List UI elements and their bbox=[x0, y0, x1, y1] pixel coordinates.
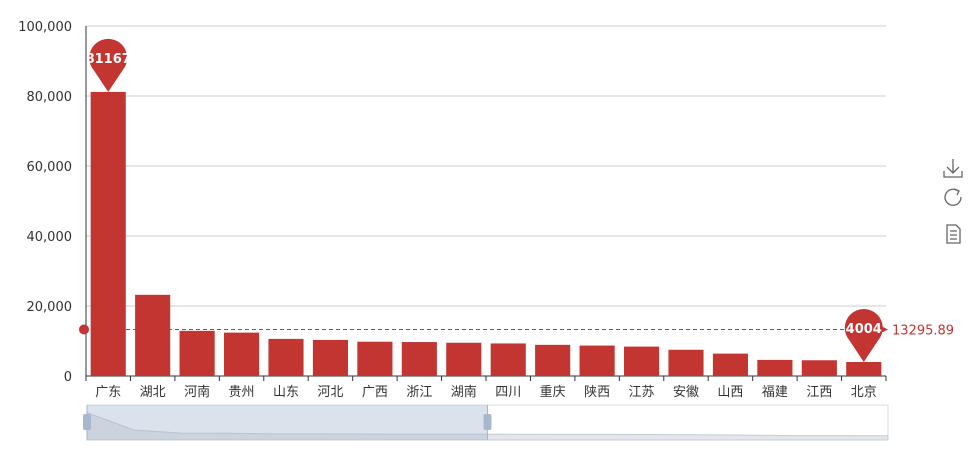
x-tick-label: 北京 bbox=[851, 385, 877, 400]
bar bbox=[846, 361, 882, 376]
x-tick-label: 贵州 bbox=[229, 385, 255, 400]
x-tick-label: 安徽 bbox=[673, 385, 699, 400]
x-tick-label: 四川 bbox=[495, 385, 521, 400]
x-tick-label: 江苏 bbox=[629, 384, 655, 400]
x-tick-label: 山东 bbox=[273, 385, 299, 400]
bar bbox=[712, 353, 748, 376]
bar bbox=[90, 91, 126, 376]
bar bbox=[624, 346, 660, 376]
bar bbox=[446, 342, 482, 376]
y-tick-label: 60,000 bbox=[27, 160, 73, 175]
bar bbox=[401, 342, 437, 376]
map-pin-marker bbox=[844, 308, 883, 362]
x-tick-label: 浙江 bbox=[406, 385, 432, 400]
y-tick-label: 0 bbox=[64, 370, 72, 385]
mark-line-start-dot bbox=[79, 324, 89, 335]
data-zoom-selected-range[interactable] bbox=[87, 405, 488, 440]
bar bbox=[535, 344, 571, 376]
mark-line-label: 13295.89 bbox=[892, 323, 954, 338]
bar bbox=[268, 338, 304, 376]
y-tick-label: 80,000 bbox=[27, 90, 73, 105]
x-tick-label: 河南 bbox=[184, 384, 210, 400]
data-view-icon[interactable] bbox=[946, 224, 961, 244]
map-pin-marker bbox=[89, 38, 128, 92]
bar bbox=[312, 339, 348, 376]
x-tick-label: 江西 bbox=[806, 385, 832, 400]
x-tick-label: 河北 bbox=[317, 385, 343, 400]
x-tick-label: 湖南 bbox=[451, 384, 477, 400]
bar bbox=[757, 359, 793, 376]
data-zoom-handle[interactable] bbox=[83, 414, 91, 430]
x-tick-label: 广东 bbox=[95, 385, 121, 400]
bar bbox=[801, 360, 837, 376]
bar bbox=[668, 349, 704, 376]
x-tick-label: 陕西 bbox=[584, 385, 610, 400]
bar bbox=[224, 332, 260, 376]
download-icon[interactable] bbox=[943, 159, 963, 178]
bar bbox=[357, 341, 393, 376]
x-tick-label: 山西 bbox=[717, 385, 743, 400]
refresh-icon[interactable] bbox=[944, 188, 962, 206]
y-tick-label: 20,000 bbox=[27, 300, 73, 315]
mark-point-label: 81167 bbox=[86, 52, 131, 67]
bar bbox=[490, 343, 526, 376]
bar bbox=[179, 330, 215, 376]
toolbox bbox=[940, 155, 966, 259]
data-zoom-handle[interactable] bbox=[483, 414, 492, 430]
x-tick-label: 湖北 bbox=[140, 385, 166, 400]
x-tick-label: 广西 bbox=[362, 385, 388, 400]
bar bbox=[579, 345, 615, 376]
mark-point-label: 4004 bbox=[846, 322, 882, 337]
x-tick-label: 福建 bbox=[762, 385, 788, 400]
y-tick-label: 40,000 bbox=[27, 230, 73, 245]
x-tick-label: 重庆 bbox=[540, 384, 566, 400]
y-tick-label: 100,000 bbox=[18, 20, 72, 35]
bar bbox=[135, 294, 171, 376]
toolbox-icons bbox=[943, 159, 963, 244]
